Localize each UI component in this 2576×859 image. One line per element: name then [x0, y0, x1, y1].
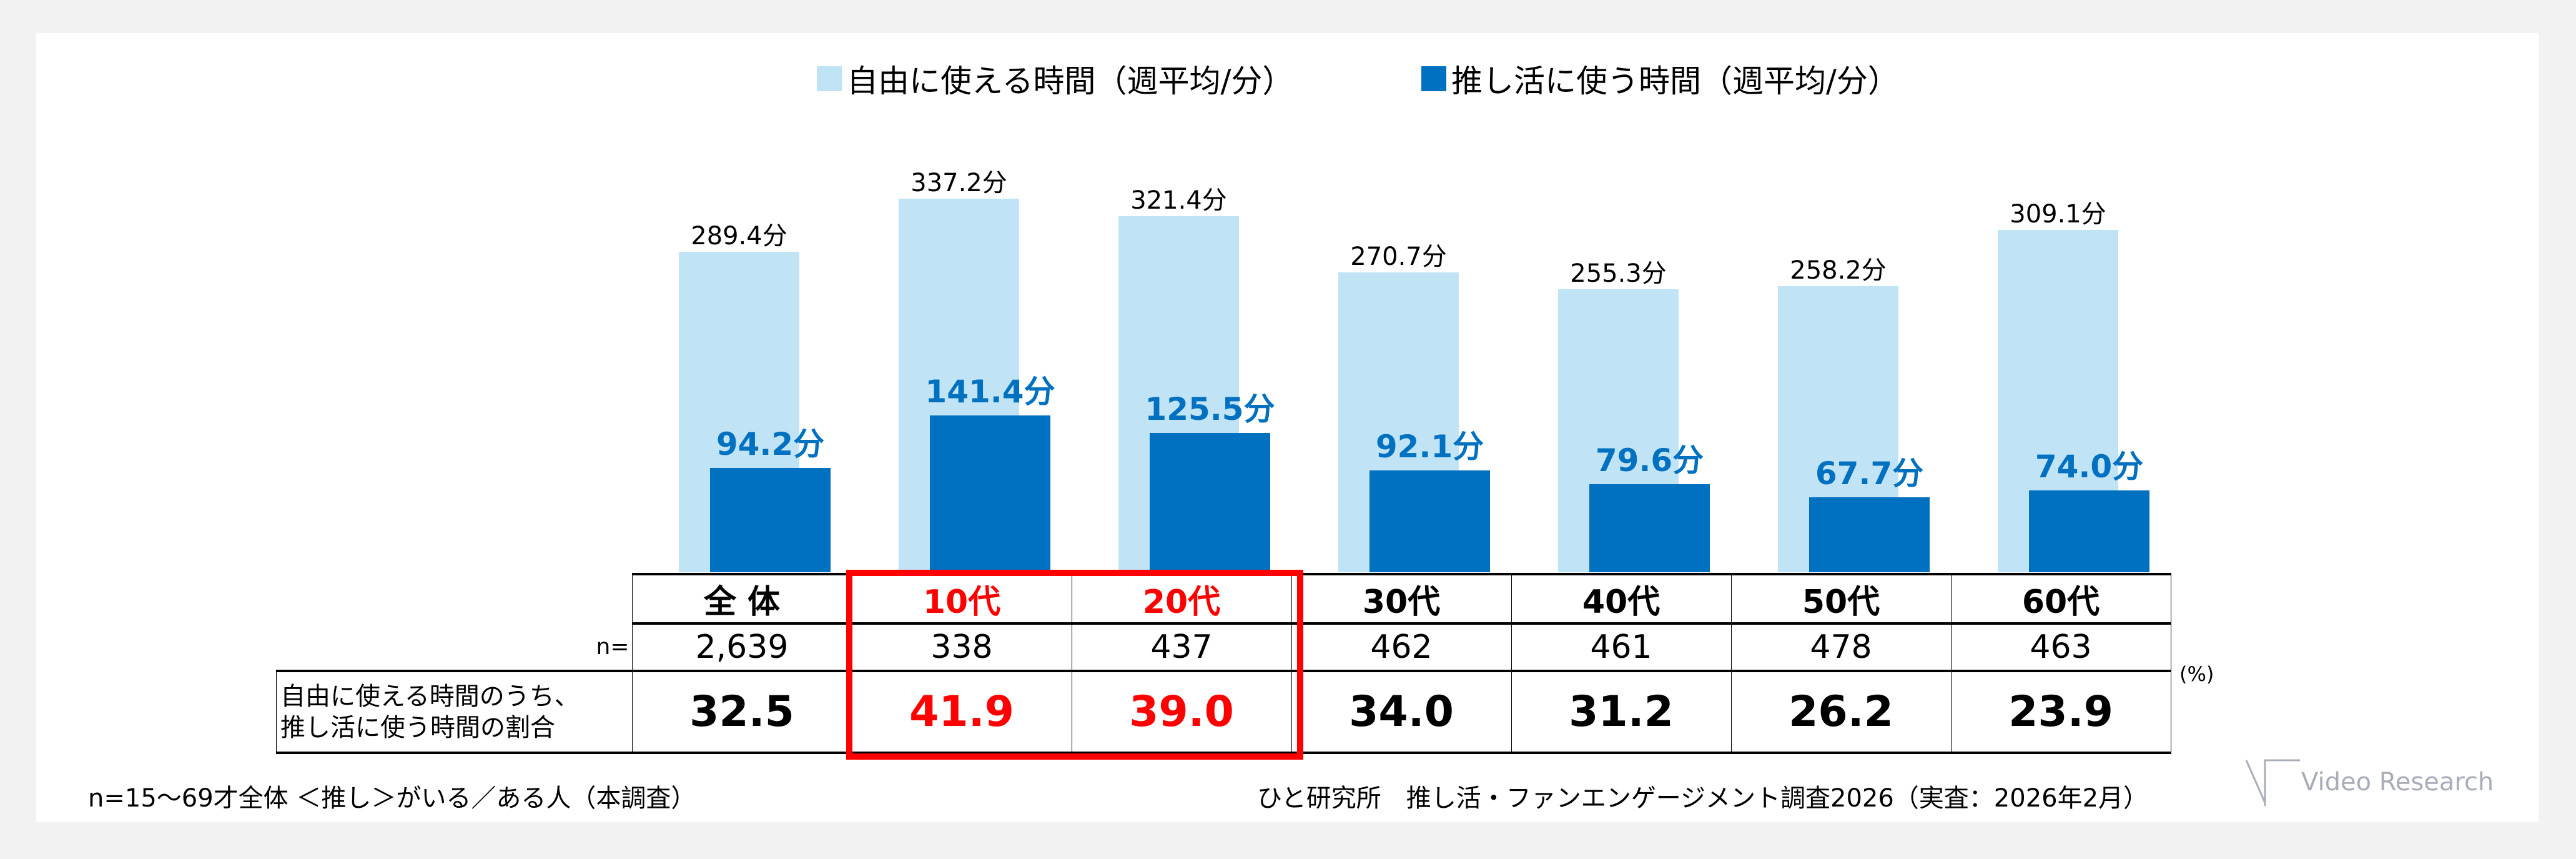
data-label-free-time: 258.2分	[1790, 256, 1887, 286]
ratio-label-line2: 推し活に使う時間の割合	[280, 713, 555, 742]
data-label-oshi-time: 92.1分	[1375, 428, 1484, 465]
logo-mark-icon	[2245, 759, 2300, 806]
col-header-20s: 20代	[1071, 573, 1292, 625]
n-value: 437	[1071, 623, 1292, 671]
col-header-60s: 60代	[1950, 573, 2171, 625]
data-label-free-time: 337.2分	[910, 169, 1007, 198]
legend-swatch-oshi-time	[1421, 66, 1446, 91]
bar-oshi-time	[1589, 484, 1710, 572]
n-value: 461	[1511, 623, 1732, 671]
col-header-10s: 10代	[851, 573, 1072, 625]
data-label-free-time: 289.4分	[691, 221, 787, 251]
ratio-label: 自由に使える時間のうち、 推し活に使う時間の割合	[276, 670, 633, 754]
n-value: 462	[1291, 623, 1512, 671]
data-label-free-time: 255.3分	[1570, 259, 1667, 289]
ratio-value: 26.2	[1730, 670, 1952, 754]
ratio-value: 23.9	[1950, 670, 2171, 754]
logo-text: Video Research	[2301, 768, 2494, 797]
sample-note: n=15～69才全体 ＜推し＞がいる／ある人（本調査）	[88, 784, 696, 813]
bar-oshi-time	[2029, 490, 2149, 572]
legend-item-oshi-time: 推し活に使う時間（週平均/分）	[1421, 60, 1899, 99]
legend-label-oshi-time: 推し活に使う時間（週平均/分）	[1451, 63, 1899, 99]
bar-oshi-time	[1369, 470, 1490, 572]
bar-oshi-time	[710, 467, 831, 572]
ratio-value: 41.9	[851, 670, 1072, 754]
n-value: 2,639	[631, 623, 852, 671]
col-header-all: 全 体	[631, 573, 852, 625]
bar-oshi-time	[1809, 497, 1930, 572]
legend-label-free-time: 自由に使える時間（週平均/分）	[847, 63, 1294, 99]
data-label-oshi-time: 74.0分	[2035, 448, 2144, 485]
bar-oshi-time	[930, 415, 1050, 572]
data-label-oshi-time: 125.5分	[1145, 391, 1275, 428]
video-research-logo: Video Research	[2245, 759, 2507, 809]
ratio-value: 34.0	[1291, 670, 1512, 754]
source-note: ひと研究所 推し活・ファンエンゲージメント調査2026（実査：2026年2月）	[1257, 784, 2149, 813]
legend-item-free-time: 自由に使える時間（週平均/分）	[817, 60, 1293, 99]
data-label-free-time: 321.4分	[1130, 186, 1227, 216]
ratio-value: 32.5	[631, 670, 852, 754]
data-label-free-time: 309.1分	[2010, 199, 2106, 229]
n-value: 463	[1950, 623, 2171, 671]
unit-label: (%)	[2179, 662, 2214, 686]
highlight-box	[846, 570, 1303, 760]
col-header-40s: 40代	[1511, 573, 1732, 625]
data-label-oshi-time: 94.2分	[716, 425, 825, 462]
col-header-30s: 30代	[1291, 573, 1512, 625]
ratio-value: 31.2	[1511, 670, 1732, 754]
legend-swatch-free-time	[817, 66, 842, 91]
n-label: n=	[596, 633, 629, 660]
bar-oshi-time	[1150, 433, 1270, 572]
data-label-free-time: 270.7分	[1350, 242, 1447, 272]
data-label-oshi-time: 67.7分	[1815, 455, 1924, 492]
data-table: 全 体 10代 20代 30代 40代 50代 60代 n= 2,639 338…	[276, 573, 2171, 754]
data-label-oshi-time: 141.4分	[925, 374, 1055, 410]
col-header-50s: 50代	[1730, 573, 1952, 625]
ratio-label-line1: 自由に使える時間のうち、	[280, 682, 580, 711]
n-value: 478	[1730, 623, 1952, 671]
data-label-oshi-time: 79.6分	[1595, 442, 1704, 479]
